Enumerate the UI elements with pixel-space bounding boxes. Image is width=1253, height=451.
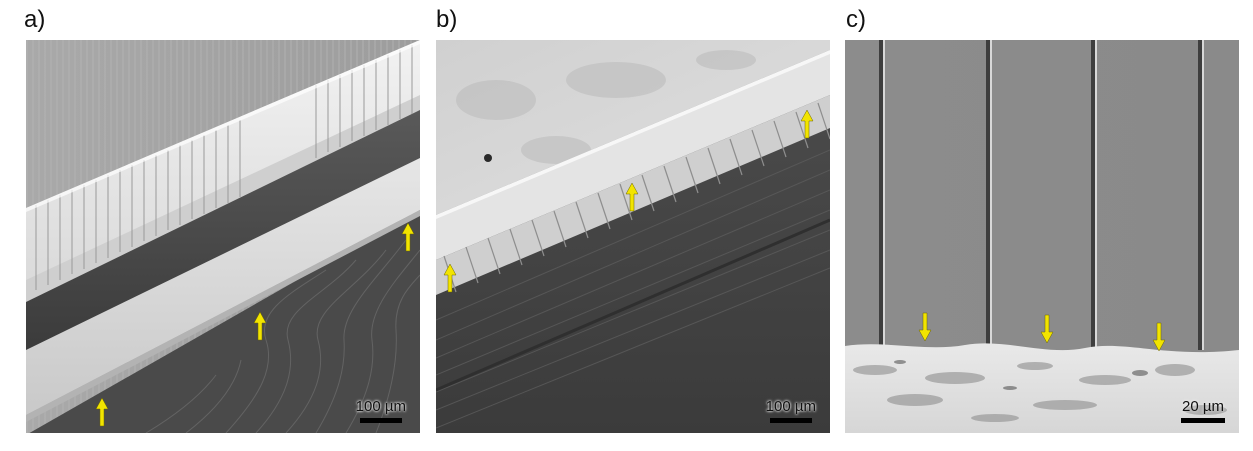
sem-image-a: 100 µm	[26, 40, 420, 433]
yellow-arrow-icon	[95, 397, 109, 427]
yellow-arrow-icon	[918, 312, 932, 342]
yellow-arrow-icon	[1152, 322, 1166, 352]
scale-bar-label: 20 µm	[1182, 398, 1224, 415]
panel-a-label: a)	[24, 6, 46, 33]
yellow-arrow-icon	[800, 109, 814, 139]
scale-bar-label: 100 µm	[355, 398, 406, 415]
scale-bar-b: 100 µm	[766, 398, 816, 423]
scale-bar-c: 20 µm	[1181, 398, 1225, 423]
sem-image-b: 100 µm	[436, 40, 830, 433]
panel-b-label: b)	[436, 6, 458, 33]
yellow-arrow-icon	[625, 182, 639, 212]
scale-bar-label: 100 µm	[765, 398, 816, 415]
sem-image-c: 20 µm	[845, 40, 1239, 433]
panel-c-label: c)	[846, 6, 866, 33]
yellow-arrow-icon	[1040, 314, 1054, 344]
yellow-arrow-icon	[253, 311, 267, 341]
yellow-arrow-icon	[401, 222, 415, 252]
scale-bar-a: 100 µm	[356, 398, 406, 423]
yellow-arrow-icon	[443, 263, 457, 293]
scale-bar-line	[359, 418, 402, 423]
scale-bar-line	[1181, 418, 1225, 423]
scale-bar-line	[769, 418, 812, 423]
